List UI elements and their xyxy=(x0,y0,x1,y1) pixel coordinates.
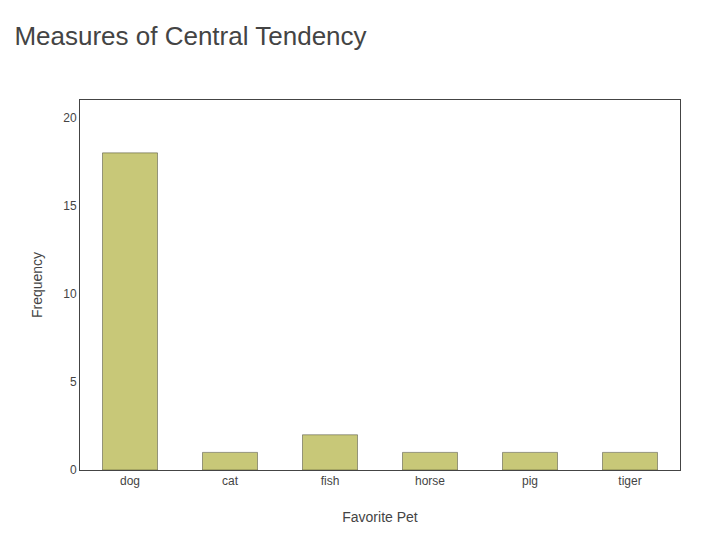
svg-text:0: 0 xyxy=(70,463,77,477)
svg-text:tiger: tiger xyxy=(618,474,641,488)
svg-text:Favorite Pet: Favorite Pet xyxy=(342,509,418,525)
svg-text:10: 10 xyxy=(63,287,77,301)
svg-text:Frequency: Frequency xyxy=(29,252,45,318)
svg-text:dog: dog xyxy=(120,474,140,488)
svg-text:15: 15 xyxy=(63,199,77,213)
svg-text:horse: horse xyxy=(415,474,445,488)
svg-text:20: 20 xyxy=(63,111,77,125)
svg-text:5: 5 xyxy=(70,375,77,389)
svg-text:fish: fish xyxy=(321,474,340,488)
svg-text:pig: pig xyxy=(522,474,538,488)
svg-text:Measures of Central Tendency: Measures of Central Tendency xyxy=(14,21,366,51)
svg-text:cat: cat xyxy=(222,474,239,488)
